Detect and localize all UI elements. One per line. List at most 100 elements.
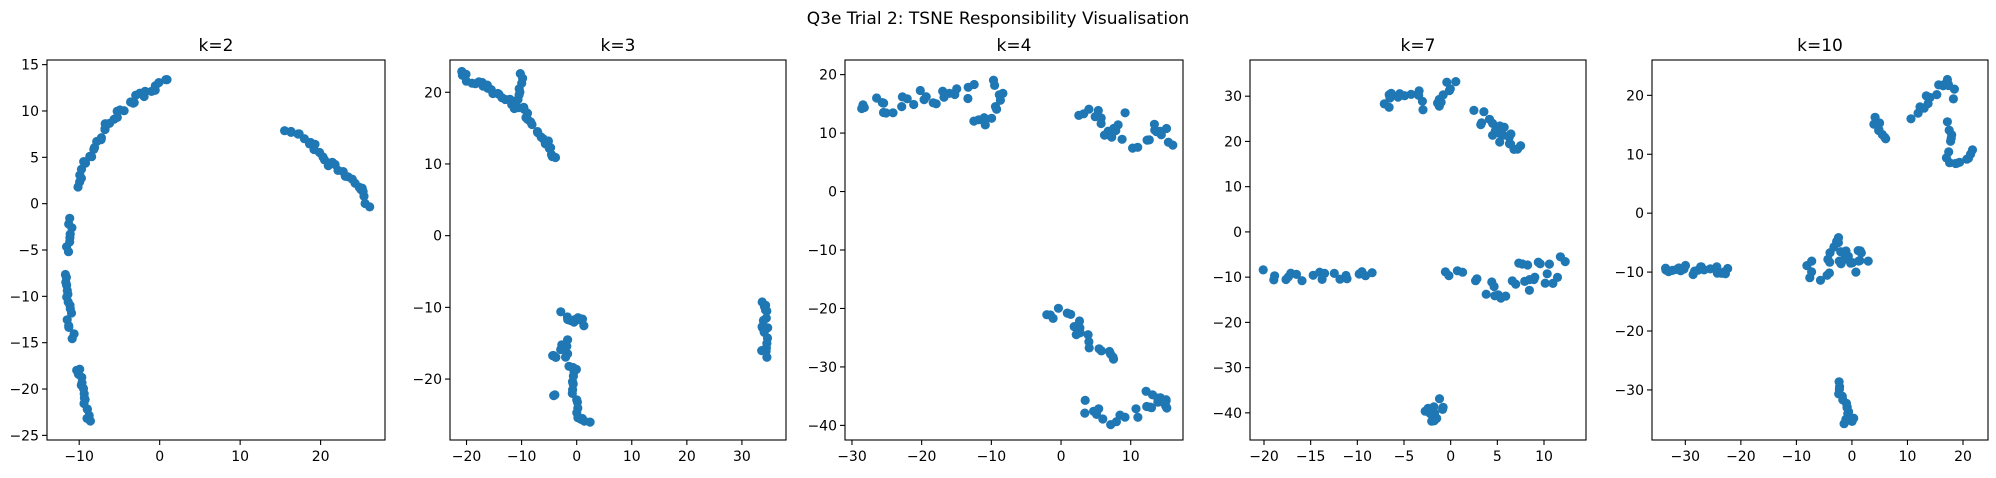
y-tick-label: −10 xyxy=(412,300,442,316)
scatter-point xyxy=(888,108,898,118)
scatter-point xyxy=(365,202,375,212)
scatter-point xyxy=(1523,260,1533,270)
scatter-point xyxy=(1881,134,1891,144)
scatter-point xyxy=(154,78,164,88)
scatter-point xyxy=(1481,289,1491,299)
scatter-point xyxy=(1805,273,1815,283)
scatter-point xyxy=(987,113,997,123)
scatter-point xyxy=(1084,343,1094,353)
scatter-point xyxy=(140,86,150,96)
scatter-point xyxy=(1074,316,1085,326)
scatter-point xyxy=(952,84,962,94)
scatter-point xyxy=(897,102,907,112)
x-tick-label: 10 xyxy=(1122,449,1140,465)
scatter-point xyxy=(1117,134,1127,144)
scatter-point xyxy=(1367,268,1377,278)
scatter-point xyxy=(63,247,74,257)
x-tick-label: −20 xyxy=(452,449,482,465)
x-tick-label: 30 xyxy=(733,449,751,465)
scatter-point xyxy=(1472,274,1482,284)
scatter-point xyxy=(1560,257,1570,267)
y-tick-label: 10 xyxy=(21,104,39,120)
x-tick-label: −30 xyxy=(837,449,867,465)
figure-suptitle: Q3e Trial 2: TSNE Responsibility Visuali… xyxy=(807,9,1190,29)
scatter-point xyxy=(1948,94,1958,104)
scatter-point xyxy=(1417,96,1427,106)
x-tick-label: 10 xyxy=(1899,449,1917,465)
scatter-point xyxy=(992,104,1002,114)
scatter-point xyxy=(1846,258,1856,268)
x-tick-label: −10 xyxy=(1343,449,1373,465)
y-tick-label: −30 xyxy=(1614,383,1644,399)
scatter-point xyxy=(556,344,566,355)
scatter-point xyxy=(1120,108,1130,118)
scatter-point xyxy=(1133,142,1143,152)
scatter-points xyxy=(1661,74,1978,429)
scatter-point xyxy=(879,98,889,108)
scatter-point xyxy=(1946,136,1956,146)
subplot-title: k=10 xyxy=(1797,36,1843,56)
scatter-point xyxy=(1048,313,1058,323)
scatter-point xyxy=(527,119,537,130)
scatter-point xyxy=(1542,269,1552,279)
scatter-point xyxy=(928,98,938,108)
scatter-point xyxy=(1942,117,1952,127)
scatter-point xyxy=(89,144,99,154)
y-tick-label: −10 xyxy=(1614,265,1644,281)
scatter-point xyxy=(1506,139,1516,149)
scatter-point xyxy=(1488,118,1498,128)
x-tick-label: −20 xyxy=(1249,449,1279,465)
scatter-point xyxy=(1084,104,1094,114)
scatter-point xyxy=(162,75,172,85)
scatter-point xyxy=(1854,256,1864,266)
scatter-point xyxy=(1490,126,1500,136)
scatter-point xyxy=(1458,267,1468,277)
y-tick-label: 10 xyxy=(819,126,837,142)
y-tick-label: −30 xyxy=(807,360,837,376)
scatter-point xyxy=(1429,402,1439,412)
x-tick-label: 0 xyxy=(155,449,164,465)
y-tick-label: 20 xyxy=(424,85,442,101)
y-tick-label: −10 xyxy=(807,243,837,259)
scatter-point xyxy=(579,321,589,331)
scatter-point xyxy=(1839,419,1849,429)
x-tick-label: 10 xyxy=(623,449,641,465)
scatter-point xyxy=(1524,285,1534,295)
scatter-point xyxy=(995,95,1006,105)
y-tick-label: −10 xyxy=(1212,270,1242,286)
y-tick-label: 10 xyxy=(1626,147,1644,163)
scatter-point xyxy=(1320,268,1330,278)
scatter-point xyxy=(909,99,919,110)
subplot-k=2: k=2 −10 0 10 20 −25 −20 −15 −10 −5 0 5 10 15 xyxy=(9,36,386,465)
scatter-point xyxy=(1932,90,1942,100)
scatter-point xyxy=(1444,271,1454,281)
scatter-point xyxy=(1145,402,1155,412)
x-tick-label: −10 xyxy=(64,449,94,465)
scatter-point xyxy=(1053,303,1063,313)
scatter-point xyxy=(286,127,296,137)
scatter-point xyxy=(1297,276,1307,286)
scatter-point xyxy=(1856,248,1866,258)
subplot-title: k=7 xyxy=(1401,36,1436,56)
scatter-point xyxy=(561,352,571,362)
scatter-point xyxy=(556,307,566,317)
x-tick-label: −30 xyxy=(1671,449,1701,465)
y-tick-label: 5 xyxy=(30,150,39,166)
x-tick-label: 20 xyxy=(678,449,696,465)
y-tick-label: −25 xyxy=(9,428,39,444)
scatter-points xyxy=(60,75,375,426)
axes-frame xyxy=(449,59,787,441)
scatter-point xyxy=(1096,118,1106,129)
scatter-point xyxy=(1141,386,1151,396)
y-tick-label: 10 xyxy=(424,157,442,173)
scatter-point xyxy=(939,92,949,102)
scatter-point xyxy=(567,388,577,398)
x-tick-label: 5 xyxy=(1493,449,1502,465)
y-tick-label: −15 xyxy=(9,336,39,352)
y-tick-label: −10 xyxy=(9,289,39,305)
scatter-point xyxy=(762,306,772,316)
scatter-point xyxy=(129,98,139,108)
x-tick-label: 20 xyxy=(312,449,330,465)
